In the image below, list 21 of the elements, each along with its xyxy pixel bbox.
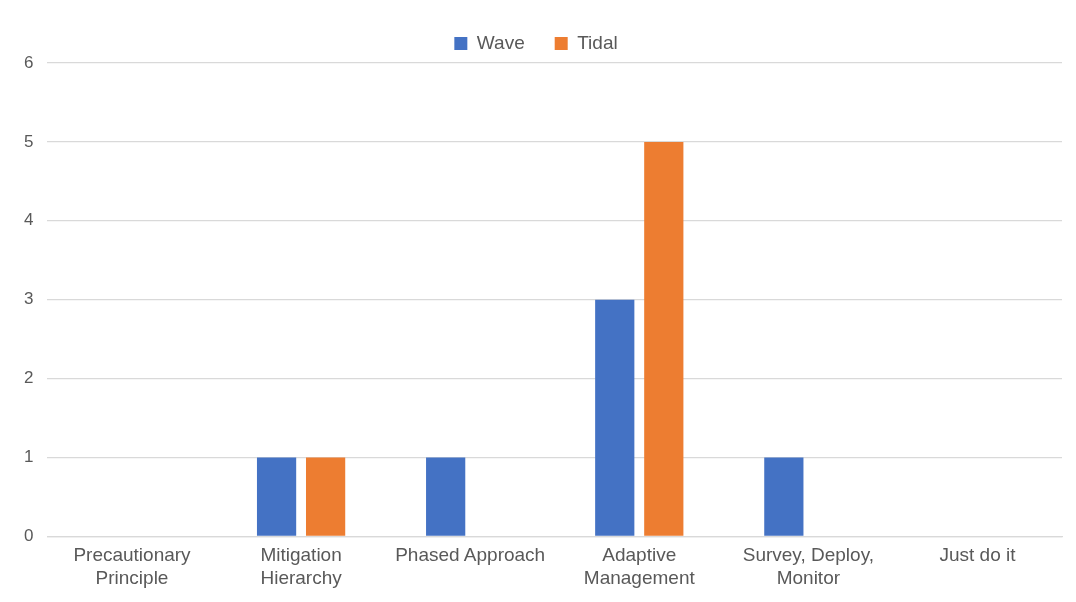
x-tick-label: Mitigation Hierarchy	[260, 544, 343, 588]
bar	[595, 299, 635, 536]
x-tick-label: Just do it	[939, 544, 1017, 566]
bar	[256, 457, 297, 536]
y-tick-label: 1	[23, 447, 34, 467]
bar	[426, 457, 466, 536]
y-tick-label: 2	[23, 368, 34, 388]
legend-label: Tidal	[577, 31, 618, 53]
y-tick-label: 6	[23, 52, 34, 72]
y-tick-label: 0	[23, 526, 34, 546]
x-tick-label: Phased Approach	[395, 544, 546, 566]
y-tick-label: 3	[23, 289, 34, 309]
bar	[306, 457, 346, 536]
y-tick-label: 5	[23, 131, 34, 151]
bar	[644, 141, 684, 536]
x-tick-label: Precautionary Principle	[73, 544, 192, 588]
y-tick-label: 4	[23, 210, 34, 230]
legend-label: Wave	[476, 31, 525, 53]
bar	[764, 457, 804, 536]
x-tick-label: Adaptive Management	[583, 544, 696, 588]
x-tick-label: Survey, Deploy, Monitor	[742, 544, 875, 588]
